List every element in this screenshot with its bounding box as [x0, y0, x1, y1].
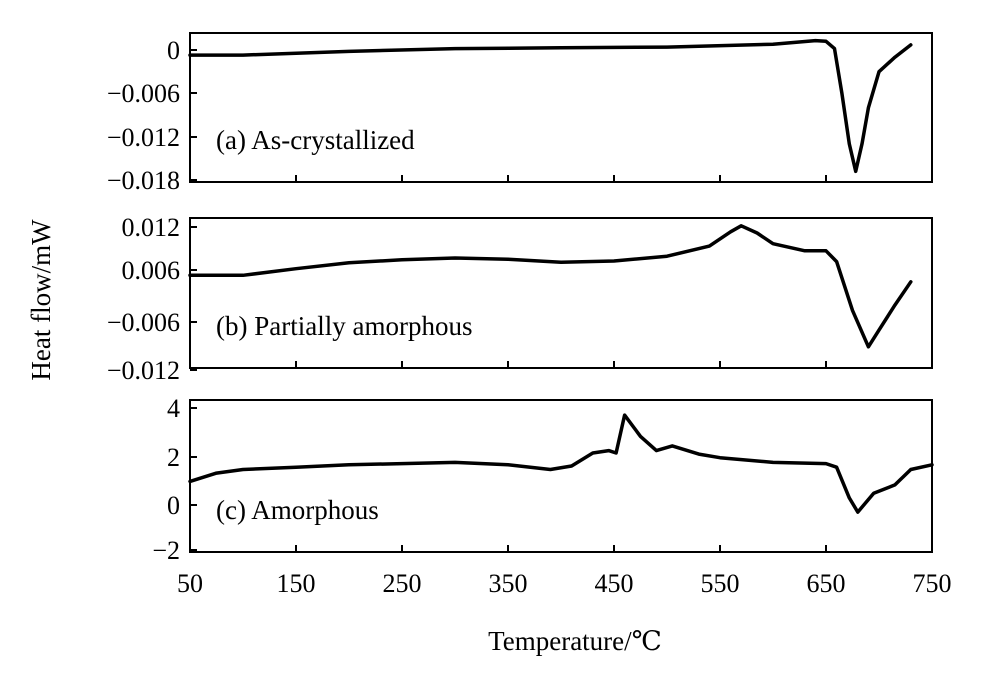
x-axis-label: Temperature/℃: [488, 626, 662, 656]
panel-frame: [189, 399, 933, 553]
series-line-a: [188, 38, 913, 174]
panel-frame: [189, 32, 933, 183]
x-tick-label: 750: [913, 569, 952, 598]
panel-annotation: (a) As-crystallized: [216, 125, 415, 155]
y-tick-label: −0.018: [107, 166, 180, 195]
x-tick-label: 450: [595, 569, 634, 598]
x-tick-label: 50: [177, 569, 203, 598]
y-tick-label: −0.006: [107, 308, 180, 337]
x-tick-label: 350: [489, 569, 528, 598]
series-line-b: [188, 224, 913, 349]
y-tick-label: 4: [167, 394, 180, 423]
y-tick-label: 0.012: [122, 213, 181, 242]
x-tick-label: 650: [807, 569, 846, 598]
y-tick-label: 0.006: [122, 256, 181, 285]
y-tick-label: −2: [152, 536, 180, 565]
panel-frame: [189, 217, 933, 369]
y-axis-label: Heat flow/mW: [26, 219, 56, 381]
panel-c: 4 2 0 −2 (c) Amorphous: [152, 394, 934, 565]
y-tick-label: −0.006: [107, 79, 180, 108]
panel-b: 0.012 0.006 −0.006 −0.012 (b) Partially amor…: [107, 213, 933, 385]
y-tick-label: 0: [167, 36, 180, 65]
panel-annotation: (c) Amorphous: [216, 495, 379, 525]
y-tick-label: 2: [167, 443, 180, 472]
x-tick-label: 250: [383, 569, 422, 598]
x-tick-label: 150: [277, 569, 316, 598]
y-tick-label: −0.012: [107, 123, 180, 152]
panel-annotation: (b) Partially amorphous: [216, 311, 472, 341]
x-tick-label: 550: [701, 569, 740, 598]
series-line-c: [188, 413, 934, 514]
panel-a: 0 −0.006 −0.012 −0.018 (a) As-crystallized: [107, 32, 933, 195]
y-tick-label: −0.012: [107, 356, 180, 385]
y-tick-label: 0: [167, 491, 180, 520]
